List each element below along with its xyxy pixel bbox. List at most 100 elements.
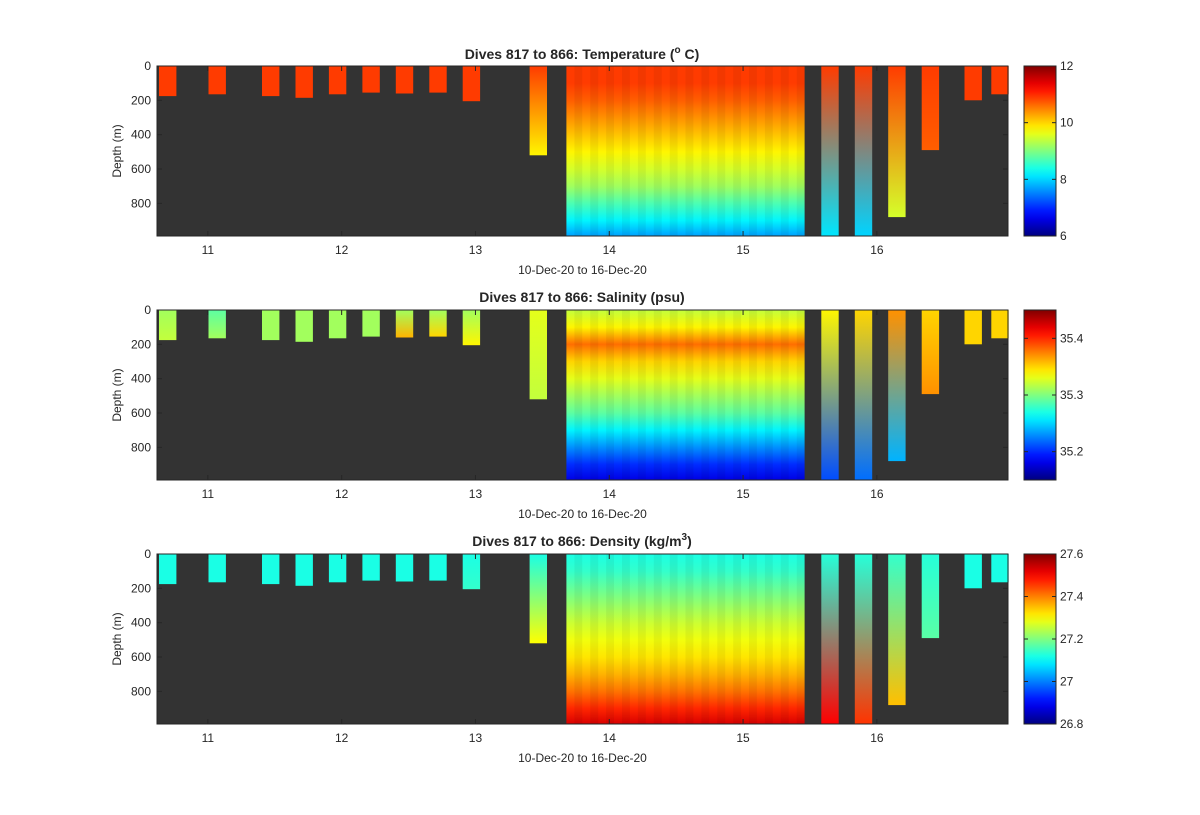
dive-column-shade [701,554,710,724]
dive-profile [395,310,414,338]
colorbar [1023,309,1057,481]
y-tick-label: 800 [131,196,151,210]
dive-profile [964,310,982,345]
dive-profile [395,66,414,94]
colorbar-tick-label: 27.2 [1060,632,1084,646]
y-tick-label: 600 [131,162,151,176]
dive-column-shade [764,554,773,724]
dive-profile [991,310,1009,339]
y-tick-label: 200 [131,93,151,107]
x-tick-label: 12 [335,731,349,745]
dive-profile [362,310,380,337]
colorbar [1023,65,1057,237]
dive-profile [159,310,177,341]
dive-column-shade [701,310,710,480]
dive-profile [854,554,873,724]
panel-title: Dives 817 to 866: Salinity (psu) [479,289,684,305]
y-tick-label: 800 [131,440,151,454]
dive-column-shade [796,554,805,724]
dive-column-shade [669,554,678,724]
dive-profile [462,554,481,590]
dive-profile [964,554,982,589]
dive-profile [362,66,380,93]
x-tick-label: 13 [469,243,483,257]
dive-profile [208,310,226,339]
colorbar-tick-label: 35.2 [1060,445,1084,459]
dive-profile [888,554,906,706]
plot-frame [156,553,1009,725]
x-tick-label: 16 [870,731,884,745]
plot-frame [156,309,1009,481]
dive-column-shade [749,310,757,480]
y-tick-label: 800 [131,684,151,698]
dive-column-shade [685,66,694,236]
panel-temperature: Dives 817 to 866: Temperature (o C) 11 12… [110,45,1074,277]
x-tick-label: 11 [202,243,215,257]
dive-column-shade [606,554,614,724]
colorbar-tick-label: 26.8 [1060,717,1084,731]
x-axis-label: 10-Dec-20 to 16-Dec-20 [518,751,647,765]
dive-column-shade [685,310,694,480]
y-axis: 0 200 400 600 800 [131,59,1008,210]
y-tick-label: 600 [131,650,151,664]
dive-profile [262,66,280,97]
dive-column-shade [733,310,742,480]
dive-profile [921,554,940,639]
dense-profile-block [566,310,805,480]
y-tick-label: 400 [131,372,151,386]
colorbar [1023,553,1057,725]
x-tick-label: 11 [202,731,215,745]
dive-column-shade [669,310,678,480]
dive-column-shade [590,66,599,236]
panel-title: Dives 817 to 866: Temperature (o C) [465,45,700,62]
colorbar-tick-label: 6 [1060,229,1067,243]
dive-column-shade [622,310,630,480]
dive-profile [429,310,447,337]
dive-column-shade [780,310,789,480]
x-tick-label: 12 [335,243,349,257]
colorbar-ticks: 6 8 10 12 [1024,59,1074,243]
dive-profile [854,66,873,236]
dive-column-shade [653,310,662,480]
dive-profile [395,554,414,582]
dive-profile [821,554,839,724]
y-axis-label: Depth (m) [110,124,124,177]
x-axis-label: 10-Dec-20 to 16-Dec-20 [518,507,647,521]
dive-profile [529,310,547,400]
dive-profile [328,66,347,95]
colorbar-ticks: 35.2 35.3 35.4 [1024,331,1084,459]
dive-column-shade [590,310,599,480]
panel-density: Dives 817 to 866: Density (kg/m3) 11 12 13… [110,532,1084,765]
x-tick-label: 14 [603,731,617,745]
dive-profile [295,310,313,342]
colorbar-tick-label: 12 [1060,59,1074,73]
dense-profile-block [566,66,805,236]
dive-column-shade [653,66,662,236]
x-tick-label: 15 [736,731,750,745]
dive-column-shade [622,554,630,724]
dive-column-shade [749,554,757,724]
x-tick-label: 14 [603,243,617,257]
dive-column-shade [701,66,710,236]
dive-column-shade [637,310,646,480]
dive-column-shade [717,554,726,724]
data-marks [159,310,1009,480]
x-tick-label: 15 [736,243,750,257]
dive-profile [821,310,839,480]
colorbar-tick-label: 10 [1060,116,1074,130]
x-tick-label: 12 [335,487,349,501]
y-tick-label: 200 [131,337,151,351]
dive-profile [208,554,226,583]
dive-profile [991,66,1009,95]
dive-column-shade [717,66,726,236]
dive-column-shade [574,66,583,236]
dive-profile [262,310,280,341]
colorbar-tick-label: 27 [1060,675,1074,689]
dive-column-shade [796,66,805,236]
dive-column-shade [749,66,757,236]
data-marks [159,554,1009,724]
x-tick-label: 13 [469,731,483,745]
dive-profile [429,554,447,581]
dive-profile [921,310,940,395]
